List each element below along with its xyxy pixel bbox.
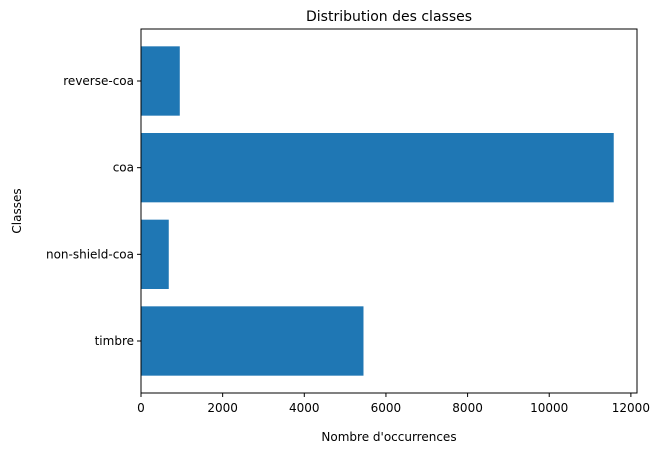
x-tick-label-10000: 10000 xyxy=(530,401,568,415)
y-tick-label-reverse-coa: reverse-coa xyxy=(63,74,134,88)
x-axis-label: Nombre d'occurrences xyxy=(321,430,456,444)
plot-area-frame xyxy=(140,28,638,394)
bar-non-shield-coa xyxy=(141,219,169,289)
x-tick-label-0: 0 xyxy=(137,401,145,415)
y-tick-label-non-shield-coa: non-shield-coa xyxy=(46,247,134,261)
x-tick-label-8000: 8000 xyxy=(452,401,483,415)
bar-coa xyxy=(141,133,614,203)
bar-timbre xyxy=(141,306,364,376)
x-tick-label-6000: 6000 xyxy=(371,401,402,415)
chart-title: Distribution des classes xyxy=(306,9,472,25)
y-axis-label: Classes xyxy=(10,188,24,233)
y-tick-label-timbre: timbre xyxy=(95,334,134,348)
bars-group xyxy=(141,46,614,376)
x-axis-ticks: 0 2000 4000 6000 8000 10000 12000 xyxy=(137,393,650,415)
y-tick-label-coa: coa xyxy=(113,161,134,175)
x-tick-label-12000: 12000 xyxy=(612,401,650,415)
x-tick-label-4000: 4000 xyxy=(289,401,320,415)
y-axis-ticks: timbre non-shield-coa coa reverse-coa xyxy=(46,74,141,348)
x-tick-label-2000: 2000 xyxy=(207,401,238,415)
bar-reverse-coa xyxy=(141,46,180,116)
